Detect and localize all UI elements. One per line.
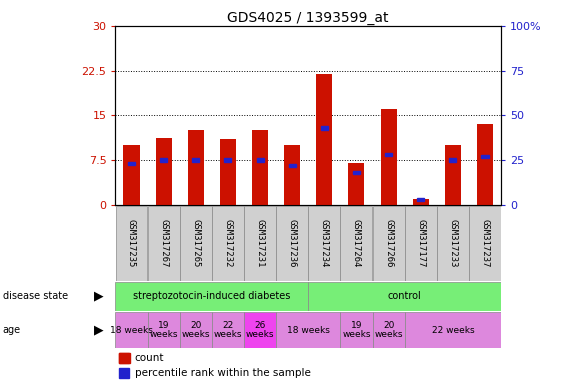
- FancyBboxPatch shape: [244, 206, 276, 281]
- Text: ▶: ▶: [93, 324, 104, 336]
- FancyBboxPatch shape: [148, 206, 180, 281]
- Bar: [257, 158, 263, 162]
- Text: 26
weeks: 26 weeks: [246, 321, 274, 339]
- Bar: [119, 353, 130, 363]
- Bar: [187, 130, 204, 205]
- Text: 19
weeks: 19 weeks: [342, 321, 370, 339]
- FancyBboxPatch shape: [180, 206, 212, 281]
- Text: GSM317231: GSM317231: [256, 219, 265, 267]
- Bar: [220, 139, 236, 205]
- Bar: [385, 153, 392, 156]
- Text: 22 weeks: 22 weeks: [432, 326, 474, 334]
- Text: 22
weeks: 22 weeks: [213, 321, 242, 339]
- Bar: [417, 198, 425, 201]
- Bar: [481, 155, 489, 158]
- FancyBboxPatch shape: [115, 206, 148, 281]
- Bar: [353, 171, 360, 174]
- Bar: [225, 158, 231, 162]
- Bar: [119, 353, 129, 363]
- Bar: [348, 163, 364, 205]
- Text: 20
weeks: 20 weeks: [181, 321, 210, 339]
- Text: GSM317266: GSM317266: [384, 219, 393, 267]
- FancyBboxPatch shape: [437, 206, 469, 281]
- Bar: [321, 126, 328, 129]
- Text: control: control: [388, 291, 422, 301]
- FancyBboxPatch shape: [115, 282, 309, 311]
- Bar: [289, 164, 296, 167]
- Bar: [192, 158, 199, 162]
- Text: count: count: [135, 353, 164, 363]
- Text: GSM317177: GSM317177: [416, 219, 425, 267]
- Text: streptozotocin-induced diabetes: streptozotocin-induced diabetes: [133, 291, 291, 301]
- Text: 19
weeks: 19 weeks: [149, 321, 178, 339]
- Bar: [252, 130, 268, 205]
- Text: GSM317237: GSM317237: [480, 219, 489, 267]
- FancyBboxPatch shape: [276, 312, 341, 348]
- Bar: [123, 145, 140, 205]
- Bar: [160, 158, 167, 162]
- FancyBboxPatch shape: [469, 206, 501, 281]
- Bar: [128, 162, 135, 165]
- Text: GSM317265: GSM317265: [191, 219, 200, 267]
- FancyBboxPatch shape: [212, 206, 244, 281]
- FancyBboxPatch shape: [212, 312, 244, 348]
- Text: GSM317232: GSM317232: [224, 219, 233, 267]
- Text: percentile rank within the sample: percentile rank within the sample: [135, 368, 311, 378]
- Text: GSM317233: GSM317233: [448, 219, 457, 267]
- Bar: [119, 368, 129, 378]
- Text: GSM317236: GSM317236: [288, 219, 297, 267]
- FancyBboxPatch shape: [405, 312, 501, 348]
- Bar: [445, 145, 461, 205]
- Bar: [316, 74, 332, 205]
- Bar: [381, 109, 396, 205]
- FancyBboxPatch shape: [373, 312, 405, 348]
- Text: GSM317267: GSM317267: [159, 219, 168, 267]
- Bar: [413, 199, 429, 205]
- Text: GSM317235: GSM317235: [127, 219, 136, 267]
- FancyBboxPatch shape: [341, 206, 372, 281]
- Text: 18 weeks: 18 weeks: [287, 326, 330, 334]
- FancyBboxPatch shape: [373, 206, 405, 281]
- Text: GSM317264: GSM317264: [352, 219, 361, 267]
- FancyBboxPatch shape: [276, 206, 308, 281]
- FancyBboxPatch shape: [115, 312, 148, 348]
- FancyBboxPatch shape: [148, 312, 180, 348]
- Text: GSM317234: GSM317234: [320, 219, 329, 267]
- FancyBboxPatch shape: [309, 282, 501, 311]
- FancyBboxPatch shape: [341, 312, 373, 348]
- Text: 20
weeks: 20 weeks: [374, 321, 403, 339]
- FancyBboxPatch shape: [405, 206, 437, 281]
- Bar: [449, 158, 457, 162]
- Text: 18 weeks: 18 weeks: [110, 326, 153, 334]
- Text: ▶: ▶: [93, 290, 104, 303]
- FancyBboxPatch shape: [180, 312, 212, 348]
- Text: disease state: disease state: [3, 291, 68, 301]
- Bar: [477, 124, 493, 205]
- Bar: [155, 138, 172, 205]
- Bar: [284, 145, 300, 205]
- Text: age: age: [3, 325, 21, 335]
- Title: GDS4025 / 1393599_at: GDS4025 / 1393599_at: [227, 11, 389, 25]
- FancyBboxPatch shape: [309, 206, 340, 281]
- FancyBboxPatch shape: [244, 312, 276, 348]
